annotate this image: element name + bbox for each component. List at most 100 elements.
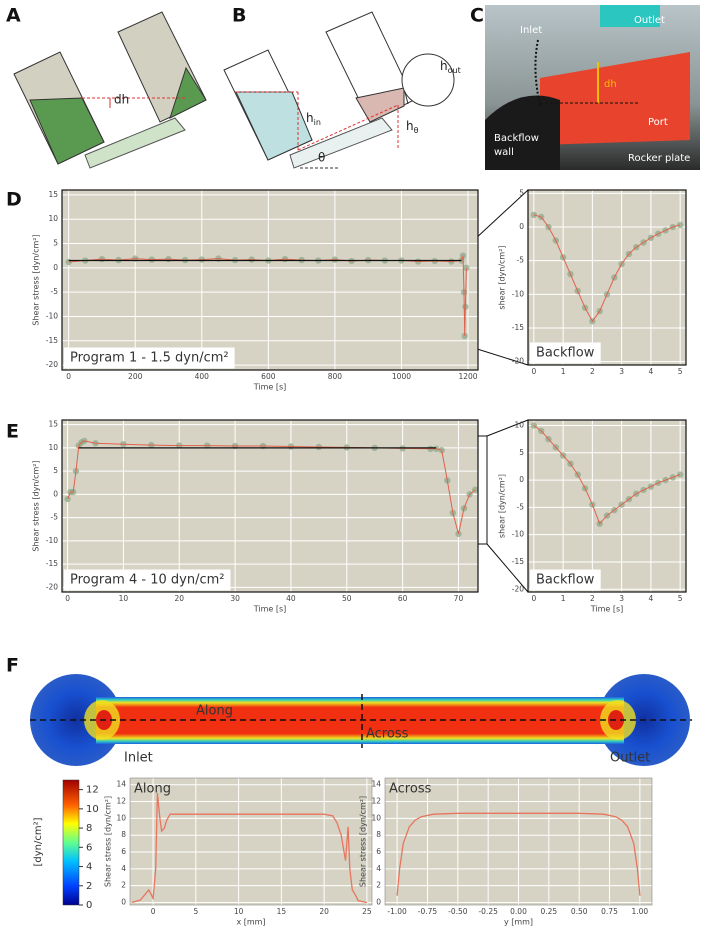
trend-line bbox=[533, 425, 681, 525]
y-tick-label: -15 bbox=[512, 557, 524, 566]
x-tick-label: -0.50 bbox=[448, 907, 468, 916]
colorbar-tick-label: 12 bbox=[86, 785, 99, 796]
x-tick-label: 30 bbox=[230, 594, 240, 603]
y-tick-label: 14 bbox=[371, 780, 381, 789]
plot-frame bbox=[527, 189, 687, 366]
plot-frame bbox=[527, 419, 687, 593]
x-axis-label: Time [s] bbox=[253, 605, 287, 614]
data-line bbox=[131, 793, 368, 904]
x-tick-label: 4 bbox=[648, 594, 653, 603]
y-tick-label: 5 bbox=[53, 239, 58, 248]
photo-label: wall bbox=[494, 147, 514, 158]
photo-label: Rocker plate bbox=[628, 153, 690, 164]
x-tick-label: 1200 bbox=[458, 372, 477, 381]
y-axis-label: shear [dyn/cm²] bbox=[498, 245, 507, 309]
h-out: hout bbox=[440, 59, 461, 75]
chart-title: Backflow bbox=[536, 346, 595, 361]
y-tick-label: -10 bbox=[512, 530, 524, 539]
x-tick-label: 5 bbox=[193, 907, 198, 916]
y-tick-label: 10 bbox=[371, 813, 381, 822]
chart: -20 -15 -10 -5 0 5 0 1 2 3 4 5 shear [dyn/cm²] Backfl… bbox=[498, 188, 687, 376]
chart: -20 -15 -10 -5 0 5 10 0 1 2 3 4 5 Time [s] shear [dyn/… bbox=[498, 419, 687, 614]
y-tick-label: 5 bbox=[53, 466, 58, 475]
y-tick-label: 6 bbox=[121, 847, 126, 856]
colorbar-tick-label: 4 bbox=[86, 862, 92, 873]
title-box bbox=[64, 347, 235, 369]
chart: -20 -15 -10 -5 0 5 10 15 0 10 20 30 40 50 60 70 Time [s]… bbox=[32, 419, 479, 614]
y-tick-label: 0 bbox=[53, 489, 58, 498]
x-tick-label: 0 bbox=[66, 372, 71, 381]
chart: 0 2 4 6 8 10 12 14 0 5 10 15 20 25 x [mm] Shear stress … bbox=[104, 777, 373, 927]
plot-background bbox=[130, 778, 372, 905]
photo-label: Port bbox=[648, 117, 668, 128]
heatmap bbox=[30, 674, 692, 906]
chart-title: Program 1 - 1.5 dyn/cm² bbox=[70, 351, 229, 366]
y-tick-label: 5 bbox=[519, 448, 524, 457]
y-tick-label: -15 bbox=[46, 559, 58, 568]
x-tick-label: 1.00 bbox=[632, 907, 649, 916]
colorbar-tick-label: 2 bbox=[86, 881, 92, 892]
chart-title: Backflow bbox=[536, 573, 595, 588]
y-tick-label: -20 bbox=[512, 584, 524, 593]
sub: θ bbox=[414, 126, 419, 135]
y-tick-label: 12 bbox=[116, 797, 126, 806]
trend-line bbox=[533, 214, 681, 323]
title-box bbox=[530, 342, 601, 364]
colorbar-tick-label: 0 bbox=[86, 900, 92, 911]
y-tick-label: -10 bbox=[46, 536, 58, 545]
data-point bbox=[676, 221, 684, 229]
x-tick-label: 40 bbox=[286, 594, 296, 603]
heatmap-label: Across bbox=[366, 727, 409, 742]
y-tick-label: 0 bbox=[53, 263, 58, 272]
colorbar-tick-label: 10 bbox=[86, 804, 99, 815]
y-tick-label: 2 bbox=[376, 881, 381, 890]
x-tick-label: 1 bbox=[561, 594, 566, 603]
plot-frame bbox=[61, 189, 479, 371]
plot-background bbox=[528, 420, 686, 592]
chart: -20 -15 -10 -5 0 5 10 15 0 200 400 600 800 1000 1200 Ti… bbox=[32, 189, 479, 392]
y-tick-label: 14 bbox=[116, 780, 126, 789]
title-box bbox=[64, 569, 231, 591]
y-tick-label: -20 bbox=[512, 357, 524, 366]
dh-label: dh bbox=[114, 93, 129, 107]
x-tick-label: 20 bbox=[174, 594, 184, 603]
y-tick-label: -5 bbox=[51, 287, 59, 296]
heatmap-label: Inlet bbox=[124, 751, 153, 766]
x-tick-label: 0 bbox=[531, 367, 536, 376]
heatmap-label: Outlet bbox=[610, 751, 650, 766]
panel-label: F bbox=[6, 655, 19, 677]
chart-title: Along bbox=[134, 782, 171, 797]
x-tick-label: -1.00 bbox=[387, 907, 407, 916]
h: h bbox=[406, 119, 414, 133]
diagram-b bbox=[223, 11, 455, 169]
data-point bbox=[676, 471, 684, 478]
plot-background bbox=[62, 190, 478, 370]
h: h bbox=[440, 59, 448, 73]
x-tick-label: 0.75 bbox=[601, 907, 618, 916]
y-tick-label: -20 bbox=[46, 582, 58, 591]
x-tick-label: 2 bbox=[590, 367, 595, 376]
colorbar-tick-label: 6 bbox=[86, 842, 92, 853]
h: h bbox=[306, 111, 314, 125]
x-tick-label: 0 bbox=[65, 594, 70, 603]
y-tick-label: 10 bbox=[48, 214, 58, 223]
x-tick-label: 0.00 bbox=[510, 907, 527, 916]
y-tick-label: -5 bbox=[517, 256, 525, 265]
x-tick-label: -0.25 bbox=[478, 907, 498, 916]
y-tick-label: -10 bbox=[512, 289, 524, 298]
x-tick-label: 0.25 bbox=[540, 907, 557, 916]
y-tick-label: 0 bbox=[519, 475, 524, 484]
y-tick-label: -20 bbox=[46, 360, 58, 369]
title-box bbox=[530, 569, 601, 591]
sub: in bbox=[314, 118, 321, 127]
colorbar-label: [dyn/cm²] bbox=[33, 817, 44, 866]
theta: θ bbox=[318, 151, 325, 165]
panel-label: D bbox=[6, 189, 22, 211]
y-axis-label: Shear stress [dyn/cm²] bbox=[359, 796, 368, 887]
plot-background bbox=[528, 190, 686, 365]
x-tick-label: 600 bbox=[261, 372, 276, 381]
x-axis-label: Time [s] bbox=[590, 605, 624, 614]
y-axis-label: shear [dyn/cm²] bbox=[498, 474, 507, 538]
labels: A B C D E F dh hin hθ hout θ Inlet Outle… bbox=[6, 5, 690, 867]
